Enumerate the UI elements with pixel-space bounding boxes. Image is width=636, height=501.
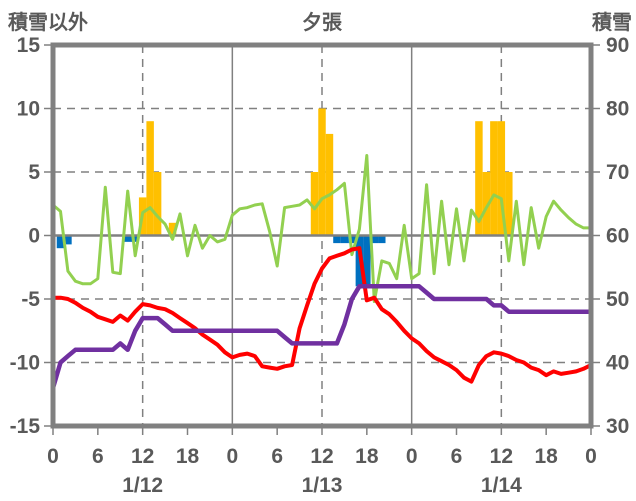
svg-text:70: 70 xyxy=(606,161,629,184)
svg-text:5: 5 xyxy=(28,161,40,184)
negative-bars xyxy=(56,235,386,287)
svg-text:0: 0 xyxy=(47,445,59,468)
svg-text:18: 18 xyxy=(176,445,200,468)
right-tick-labels: 90 80 70 60 50 40 30 xyxy=(606,34,629,438)
svg-text:1/13: 1/13 xyxy=(302,474,343,497)
svg-text:18: 18 xyxy=(534,445,558,468)
svg-text:0: 0 xyxy=(406,445,418,468)
plot-border xyxy=(50,42,594,429)
day-labels: 1/12 1/13 1/14 xyxy=(122,474,522,497)
hour-labels: 0 6 12 18 0 6 12 18 0 6 12 18 0 xyxy=(47,445,597,468)
svg-text:0: 0 xyxy=(28,225,40,248)
svg-text:6: 6 xyxy=(92,445,104,468)
svg-text:18: 18 xyxy=(355,445,379,468)
green-line xyxy=(51,154,593,303)
svg-text:90: 90 xyxy=(606,34,629,57)
chart-title: 夕張 xyxy=(302,12,342,34)
svg-text:0: 0 xyxy=(585,445,597,468)
svg-text:-15: -15 xyxy=(10,415,41,438)
svg-text:0: 0 xyxy=(226,445,238,468)
svg-text:10: 10 xyxy=(17,98,40,121)
red-line xyxy=(51,246,593,384)
svg-text:-10: -10 xyxy=(10,352,40,375)
svg-text:30: 30 xyxy=(606,415,629,438)
svg-text:-5: -5 xyxy=(21,288,40,311)
axis-ticks xyxy=(44,44,600,435)
svg-text:12: 12 xyxy=(490,445,513,468)
svg-text:1/12: 1/12 xyxy=(122,474,163,497)
left-tick-labels: 15 10 5 0 -5 -10 -15 xyxy=(10,34,41,438)
svg-text:1/14: 1/14 xyxy=(481,474,522,497)
svg-text:60: 60 xyxy=(606,225,629,248)
svg-text:6: 6 xyxy=(271,445,283,468)
right-axis-title: 積雪 xyxy=(592,12,632,34)
svg-text:12: 12 xyxy=(310,445,333,468)
svg-text:15: 15 xyxy=(17,34,41,57)
purple-line xyxy=(50,284,594,391)
snowfall-bars xyxy=(138,108,513,236)
svg-text:6: 6 xyxy=(451,445,463,468)
svg-text:12: 12 xyxy=(131,445,154,468)
svg-text:80: 80 xyxy=(606,98,629,121)
svg-text:50: 50 xyxy=(606,288,629,311)
svg-text:40: 40 xyxy=(606,352,629,375)
left-axis-title: 積雪以外 xyxy=(8,12,88,34)
